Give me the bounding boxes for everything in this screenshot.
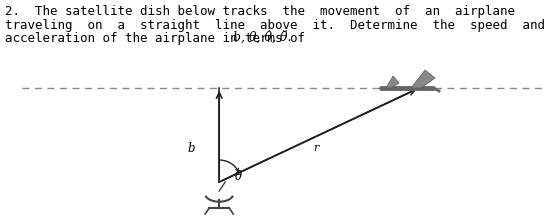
- Text: r: r: [314, 143, 319, 153]
- Text: acceleration of the airplane in terms of: acceleration of the airplane in terms of: [5, 32, 305, 45]
- Text: θ: θ: [235, 170, 242, 184]
- Polygon shape: [386, 76, 399, 88]
- Text: traveling  on  a  straight  line  above  it.  Determine  the  speed  and: traveling on a straight line above it. D…: [5, 19, 545, 31]
- Text: 2.  The satellite dish below tracks  the  movement  of  an  airplane: 2. The satellite dish below tracks the m…: [5, 5, 515, 18]
- Text: b, θ, θ̇, θ̈.: b, θ, θ̇, θ̈.: [233, 32, 291, 45]
- Polygon shape: [411, 70, 435, 88]
- Text: b: b: [188, 141, 195, 155]
